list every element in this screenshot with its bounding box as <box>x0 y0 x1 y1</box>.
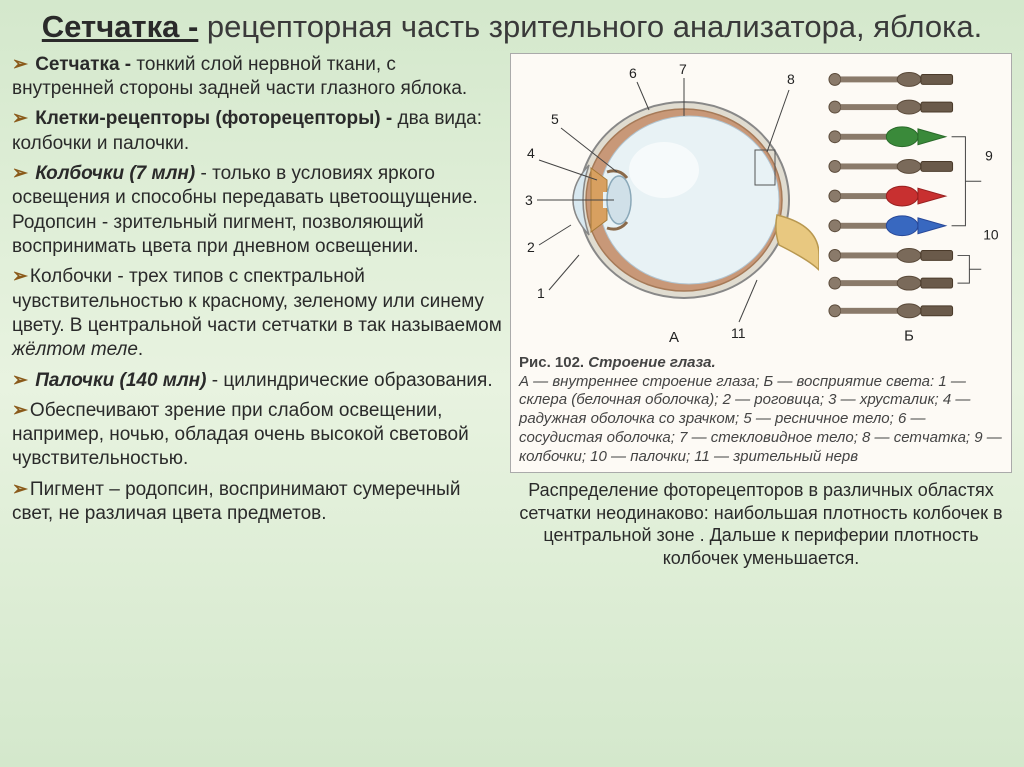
bullet-arrow-icon: ➢ <box>12 108 28 129</box>
bullet-1-term: Клетки-рецепторы (фоторецепторы) - <box>35 108 392 129</box>
title-bold: Сетчатка - <box>42 9 199 44</box>
svg-text:1: 1 <box>537 285 545 301</box>
bullet-3: ➢Колбочки - трех типов с спектральной чу… <box>12 265 502 362</box>
bullet-4: ➢ Палочки (140 млн) - цилиндрические обр… <box>12 369 502 393</box>
retina-panel: 9 10 Б <box>825 60 1003 350</box>
eye-panel: 1 2 3 4 5 6 7 8 11 А <box>519 60 819 350</box>
bullet-2-term: Колбочки (7 млн) <box>35 163 195 184</box>
title-rest: рецепторная часть зрительного анализатор… <box>198 9 982 44</box>
svg-text:4: 4 <box>527 145 535 161</box>
eye-diagram-icon: 1 2 3 4 5 6 7 8 11 А <box>519 60 819 350</box>
svg-text:7: 7 <box>679 61 687 77</box>
bullet-3-prefix: Колбочки - трех типов с спектральной чув… <box>12 266 502 336</box>
bullet-6-text: Пигмент – родопсин, воспринимают сумереч… <box>12 479 460 524</box>
bullet-5-text: Обеспечивают зрение при слабом освещении… <box>12 400 469 470</box>
panel-b-label: Б <box>904 328 914 344</box>
svg-text:3: 3 <box>525 192 533 208</box>
svg-text:9: 9 <box>985 147 993 163</box>
figure-column: 1 2 3 4 5 6 7 8 11 А <box>510 53 1012 570</box>
svg-text:8: 8 <box>787 71 795 87</box>
figure-caption-title: Строение глаза. <box>588 354 715 371</box>
figure-caption-body: А — внутреннее строение глаза; Б — воспр… <box>519 373 1002 465</box>
bullet-4-text: - цилиндрические образования. <box>206 370 492 391</box>
bullet-arrow-icon: ➢ <box>12 54 28 75</box>
page-title: Сетчатка - рецепторная часть зрительного… <box>12 8 1012 47</box>
bullet-1: ➢ Клетки-рецепторы (фоторецепторы) - два… <box>12 107 502 156</box>
panel-a-label: А <box>669 329 679 346</box>
svg-text:6: 6 <box>629 65 637 81</box>
figure-caption-num: Рис. 102. <box>519 354 588 371</box>
svg-text:2: 2 <box>527 239 535 255</box>
bullet-arrow-icon: ➢ <box>12 370 28 391</box>
bullet-arrow-icon: ➢ <box>12 400 28 421</box>
distribution-note: Распределение фоторецепторов в различных… <box>510 479 1012 569</box>
bullet-arrow-icon: ➢ <box>12 266 28 287</box>
bullet-0-term: Сетчатка - <box>35 54 131 75</box>
bullet-arrow-icon: ➢ <box>12 163 28 184</box>
bullet-5: ➢Обеспечивают зрение при слабом освещени… <box>12 399 502 472</box>
bullet-4-term: Палочки (140 млн) <box>35 370 206 391</box>
bullet-3-suffix: . <box>138 339 143 360</box>
bullet-6: ➢Пигмент – родопсин, воспринимают сумере… <box>12 478 502 527</box>
bullet-arrow-icon: ➢ <box>12 479 28 500</box>
svg-text:10: 10 <box>983 226 999 242</box>
svg-text:5: 5 <box>551 111 559 127</box>
content: ➢ Сетчатка - тонкий слой нервной ткани, … <box>12 53 1012 570</box>
figure-box: 1 2 3 4 5 6 7 8 11 А <box>510 53 1012 474</box>
bullet-3-italic: жёлтом теле <box>12 339 138 360</box>
figure-caption: Рис. 102. Строение глаза. А — внутреннее… <box>519 354 1003 467</box>
retina-diagram-icon: 9 10 Б <box>825 60 1003 350</box>
bullet-0: ➢ Сетчатка - тонкий слой нервной ткани, … <box>12 53 502 102</box>
text-column: ➢ Сетчатка - тонкий слой нервной ткани, … <box>12 53 502 570</box>
svg-text:11: 11 <box>731 325 746 341</box>
bullet-2: ➢ Колбочки (7 млн) - только в условиях я… <box>12 162 502 259</box>
diagram: 1 2 3 4 5 6 7 8 11 А <box>519 60 1003 350</box>
